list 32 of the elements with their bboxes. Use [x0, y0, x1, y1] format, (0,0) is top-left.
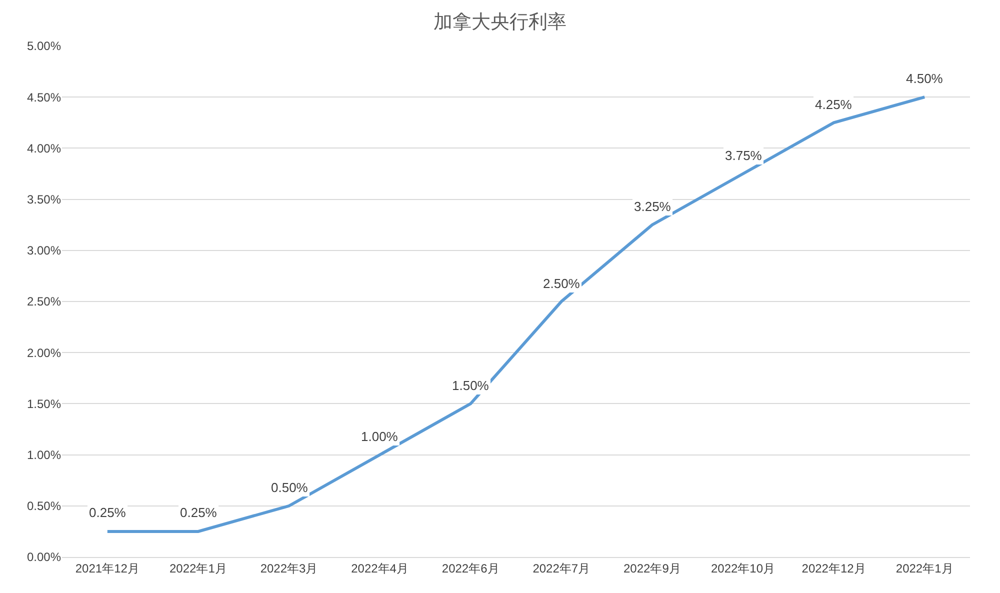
data-label: 0.25%	[180, 505, 218, 520]
data-label: 4.25%	[815, 97, 852, 112]
y-tick-label: 3.50%	[26, 192, 62, 206]
x-tick-label: 2022年3月	[260, 561, 318, 576]
y-tick-label: 1.50%	[26, 396, 62, 411]
data-label: 2.50%	[543, 276, 580, 291]
data-label: 3.25%	[634, 199, 672, 214]
data-label: 0.25%	[89, 505, 126, 520]
y-tick-label: 0.00%	[26, 550, 62, 564]
data-label: 3.75%	[725, 148, 762, 163]
data-label: 0.50%	[271, 480, 308, 495]
y-tick-label: 5.00%	[26, 39, 62, 54]
y-tick-label: 2.50%	[26, 294, 62, 309]
y-tick-label: 2.00%	[26, 346, 62, 360]
y-tick-label: 0.50%	[26, 499, 62, 514]
x-tick-label: 2022年1月	[170, 561, 227, 576]
chart-title: 加拿大央行利率	[434, 11, 566, 34]
x-tick-label: 2022年12月	[802, 561, 866, 576]
y-tick-label: 1.00%	[26, 448, 62, 462]
y-tick-label: 4.50%	[26, 90, 62, 104]
x-tick-label: 2021年12月	[75, 561, 140, 576]
x-tick-label: 2022年7月	[532, 561, 590, 576]
y-tick-label: 4.00%	[26, 141, 62, 156]
x-tick-label: 2022年1月	[896, 561, 954, 576]
data-label: 4.50%	[906, 71, 944, 86]
y-tick-label: 3.00%	[26, 244, 62, 258]
data-label: 1.50%	[452, 378, 490, 393]
x-tick-label: 2022年9月	[624, 561, 681, 576]
x-tick-label: 2022年10月	[710, 561, 776, 576]
x-tick-label: 2022年6月	[442, 561, 500, 576]
x-tick-label: 2022年4月	[351, 561, 408, 576]
data-label: 1.00%	[361, 429, 398, 444]
